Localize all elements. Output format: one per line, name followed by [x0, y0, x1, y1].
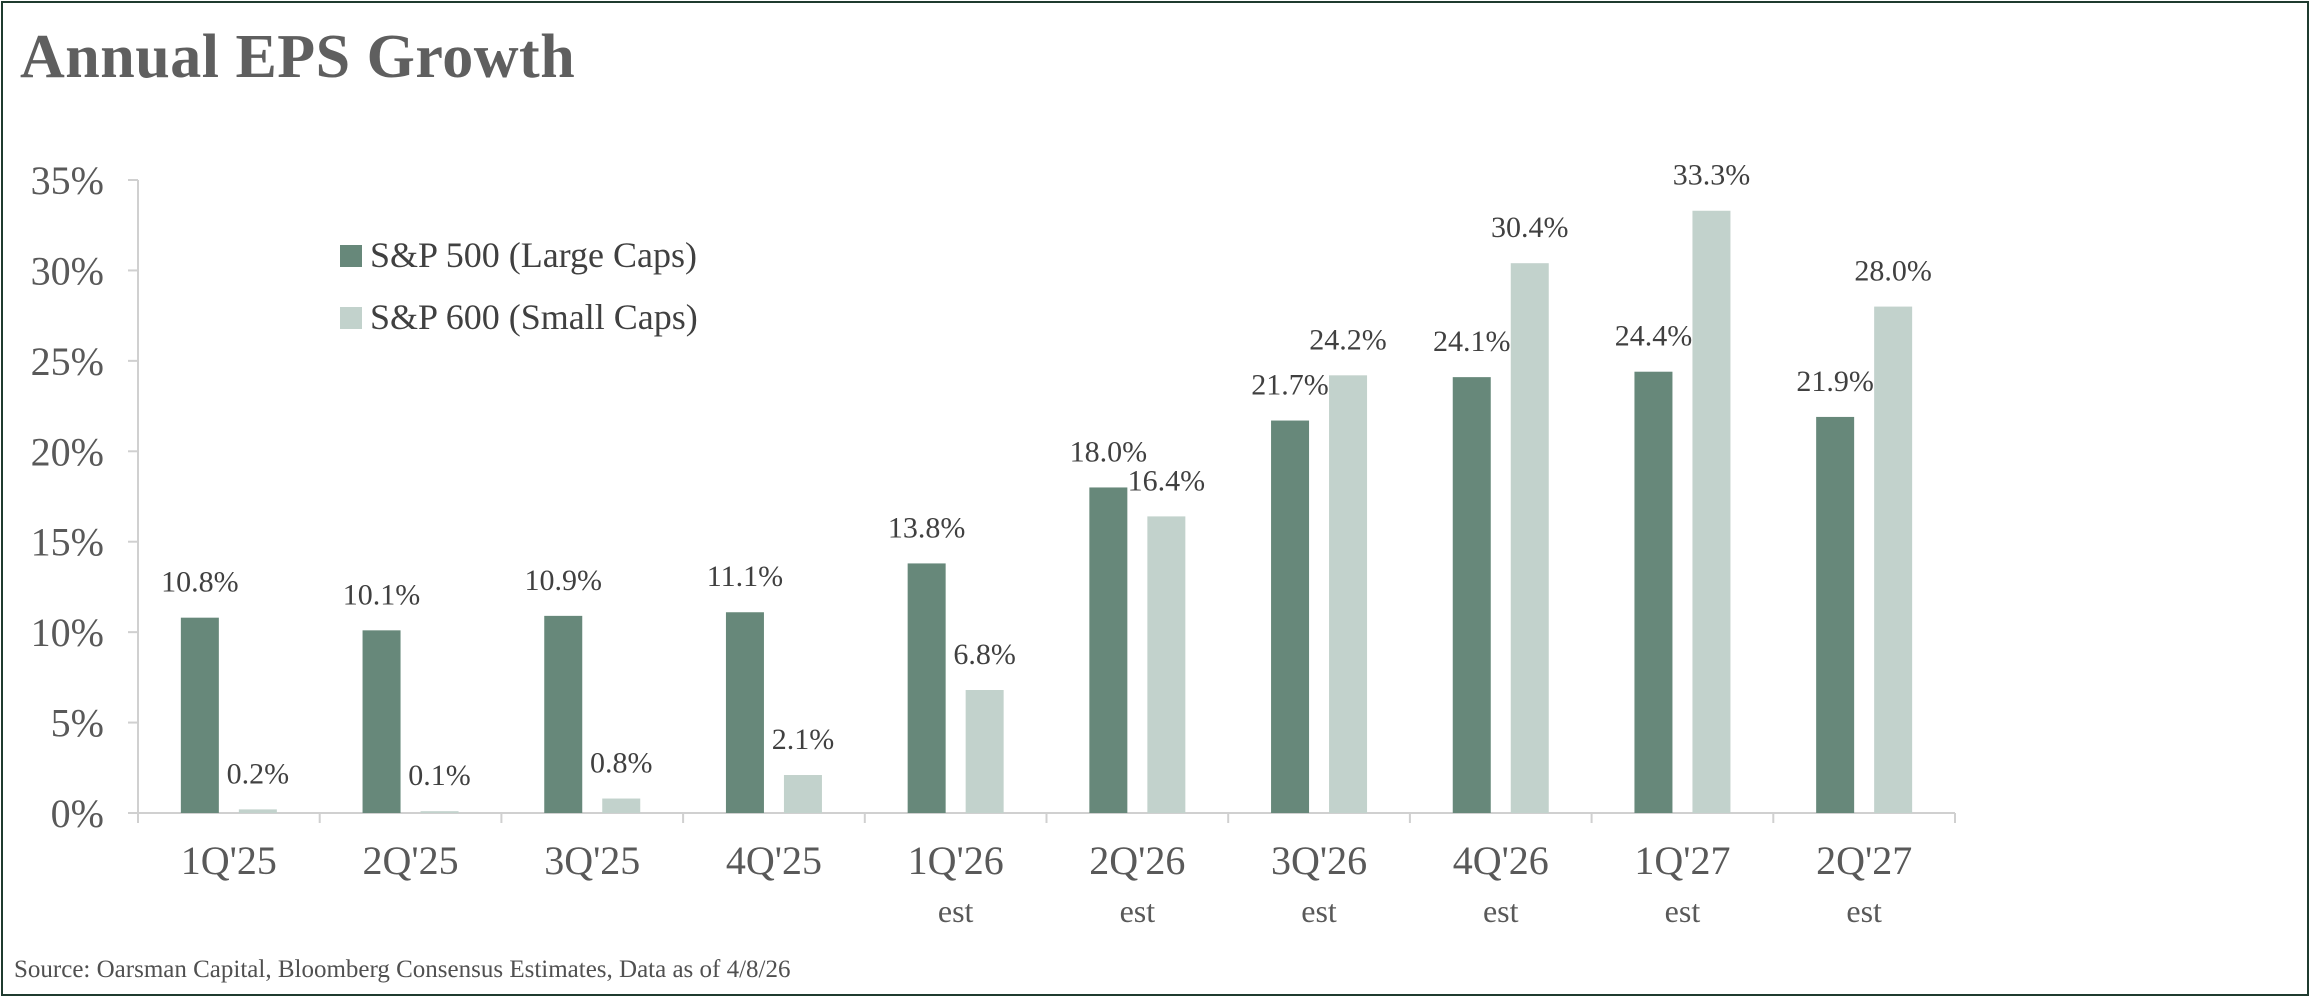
y-tick-label: 5%	[51, 701, 104, 746]
source-note: Source: Oarsman Capital, Bloomberg Conse…	[14, 956, 791, 983]
bar-large-caps	[725, 612, 764, 813]
bar-small-caps	[1692, 210, 1731, 813]
x-tick-label: 1Q'25	[181, 838, 277, 883]
data-label: 21.9%	[1796, 365, 1874, 398]
bar-large-caps	[1452, 377, 1491, 813]
x-tick-label: 3Q'26	[1271, 838, 1367, 883]
x-tick-label: 2Q'26	[1089, 838, 1185, 883]
y-axis: 0% 5% 10% 15% 20% 25% 30% 35%	[31, 158, 139, 836]
data-label: 0.8%	[590, 747, 653, 780]
x-axis: 1Q'25 2Q'25 3Q'25 4Q'25 1Q'26 est 2Q'26 est 3Q'2…	[137, 812, 1956, 929]
bar-large-caps	[362, 630, 401, 813]
x-tick-label: 4Q'25	[726, 838, 822, 883]
y-tick-label: 0%	[51, 791, 104, 836]
bar-small-caps	[783, 775, 822, 813]
data-label: 0.1%	[408, 759, 471, 792]
x-tick-sublabel: est	[1846, 893, 1882, 929]
bars	[180, 210, 1913, 813]
x-tick-label: 3Q'25	[544, 838, 640, 883]
data-label: 18.0%	[1070, 435, 1148, 468]
data-labels: 10.8% 10.1% 10.9% 11.1% 13.8% 18.0% 21.7% 24.1%…	[161, 159, 1932, 792]
bar-small-caps	[1147, 516, 1186, 813]
data-label: 2.1%	[772, 723, 835, 756]
y-tick-label: 30%	[31, 248, 104, 293]
legend-label-small-caps: S&P 600 (Small Caps)	[370, 297, 698, 337]
bar-small-caps	[965, 690, 1004, 813]
data-label: 10.9%	[525, 564, 603, 597]
data-label: 16.4%	[1128, 464, 1206, 497]
bar-small-caps	[420, 811, 459, 813]
x-tick-label: 1Q'27	[1634, 838, 1730, 883]
bar-large-caps	[1089, 487, 1128, 813]
y-tick-label: 20%	[31, 429, 104, 474]
bar-large-caps	[1271, 420, 1310, 813]
data-label: 24.2%	[1309, 323, 1387, 356]
x-tick-label: 4Q'26	[1453, 838, 1549, 883]
bar-large-caps	[1816, 416, 1855, 813]
y-tick-label: 15%	[31, 520, 104, 565]
bar-large-caps	[544, 615, 583, 813]
data-label: 28.0%	[1854, 255, 1932, 288]
data-label: 10.1%	[343, 578, 421, 611]
x-tick-label: 2Q'27	[1816, 838, 1912, 883]
bar-small-caps	[1874, 306, 1913, 813]
y-tick-label: 35%	[31, 158, 104, 203]
legend-label-large-caps: S&P 500 (Large Caps)	[370, 235, 697, 275]
x-tick-label: 2Q'25	[363, 838, 459, 883]
data-label: 0.2%	[227, 757, 290, 790]
bar-small-caps	[1329, 375, 1368, 813]
y-tick-label: 25%	[31, 339, 104, 384]
data-label: 30.4%	[1491, 211, 1569, 244]
legend: S&P 500 (Large Caps) S&P 600 (Small Caps)	[340, 235, 698, 337]
data-label: 10.8%	[161, 566, 239, 599]
legend-swatch-small-caps	[340, 307, 362, 329]
data-label: 33.3%	[1673, 159, 1751, 192]
y-tick-label: 10%	[31, 610, 104, 655]
legend-swatch-large-caps	[340, 245, 362, 267]
bar-small-caps	[238, 809, 277, 813]
x-tick-sublabel: est	[1120, 893, 1156, 929]
data-label: 24.1%	[1433, 325, 1511, 358]
x-tick-sublabel: est	[1483, 893, 1519, 929]
bar-large-caps	[1634, 371, 1673, 813]
x-tick-label: 1Q'26	[908, 838, 1004, 883]
x-tick-sublabel: est	[938, 893, 974, 929]
data-label: 6.8%	[953, 638, 1016, 671]
x-tick-sublabel: est	[1301, 893, 1337, 929]
chart-title: Annual EPS Growth	[20, 23, 576, 91]
data-label: 21.7%	[1251, 369, 1329, 402]
bar-large-caps	[180, 617, 219, 813]
data-label: 13.8%	[888, 511, 966, 544]
x-tick-sublabel: est	[1665, 893, 1701, 929]
data-label: 11.1%	[707, 560, 783, 593]
bar-small-caps	[1510, 263, 1549, 813]
bar-large-caps	[907, 563, 946, 813]
data-label: 24.4%	[1615, 320, 1693, 353]
bar-small-caps	[602, 798, 641, 813]
